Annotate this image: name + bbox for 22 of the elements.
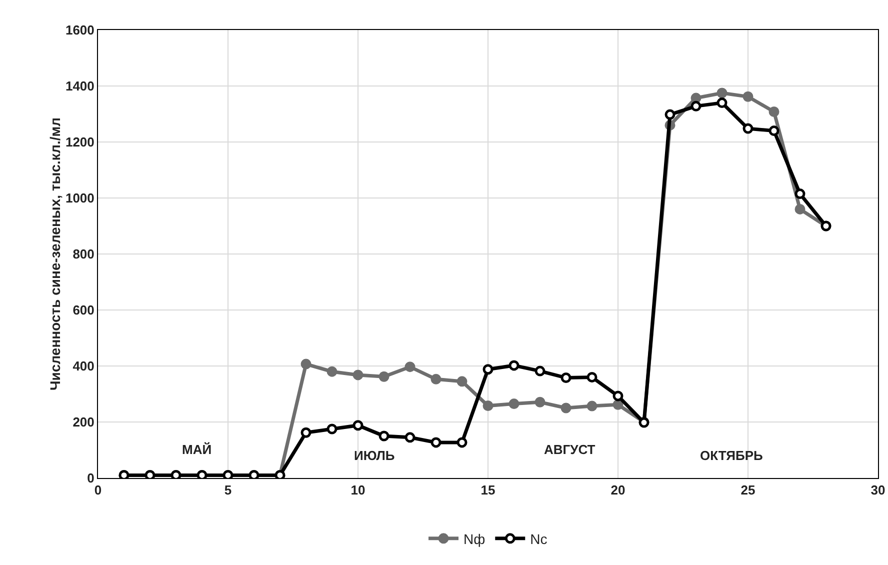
y-axis-title: Численность сине-зеленых, тыс.кл./мл	[47, 117, 63, 391]
annotation: АВГУСТ	[544, 442, 596, 457]
x-tick-label: 25	[740, 482, 756, 498]
x-tick-label: 15	[480, 482, 496, 498]
y-tick-label: 200	[72, 414, 94, 430]
y-tick-label: 400	[72, 358, 94, 374]
y-tick-label: 600	[72, 302, 94, 318]
y-tick-label: 0	[87, 470, 94, 486]
y-tick-label: 800	[72, 246, 94, 262]
x-tick-label: 5	[224, 482, 232, 498]
annotation: ИЮЛЬ	[354, 448, 395, 463]
annotation: МАЙ	[182, 442, 212, 457]
annotation: ОКТЯБРЬ	[700, 448, 763, 463]
x-tick-label: 20	[610, 482, 626, 498]
legend-label: Nc	[530, 530, 548, 547]
legend-label: Nф	[464, 530, 486, 547]
y-tick-label: 1200	[65, 134, 94, 150]
y-tick-label: 1400	[65, 78, 94, 94]
y-tick-label: 1600	[65, 22, 94, 38]
x-tick-label: 10	[350, 482, 366, 498]
x-tick-label: 30	[870, 482, 886, 498]
y-tick-label: 1000	[65, 190, 94, 206]
